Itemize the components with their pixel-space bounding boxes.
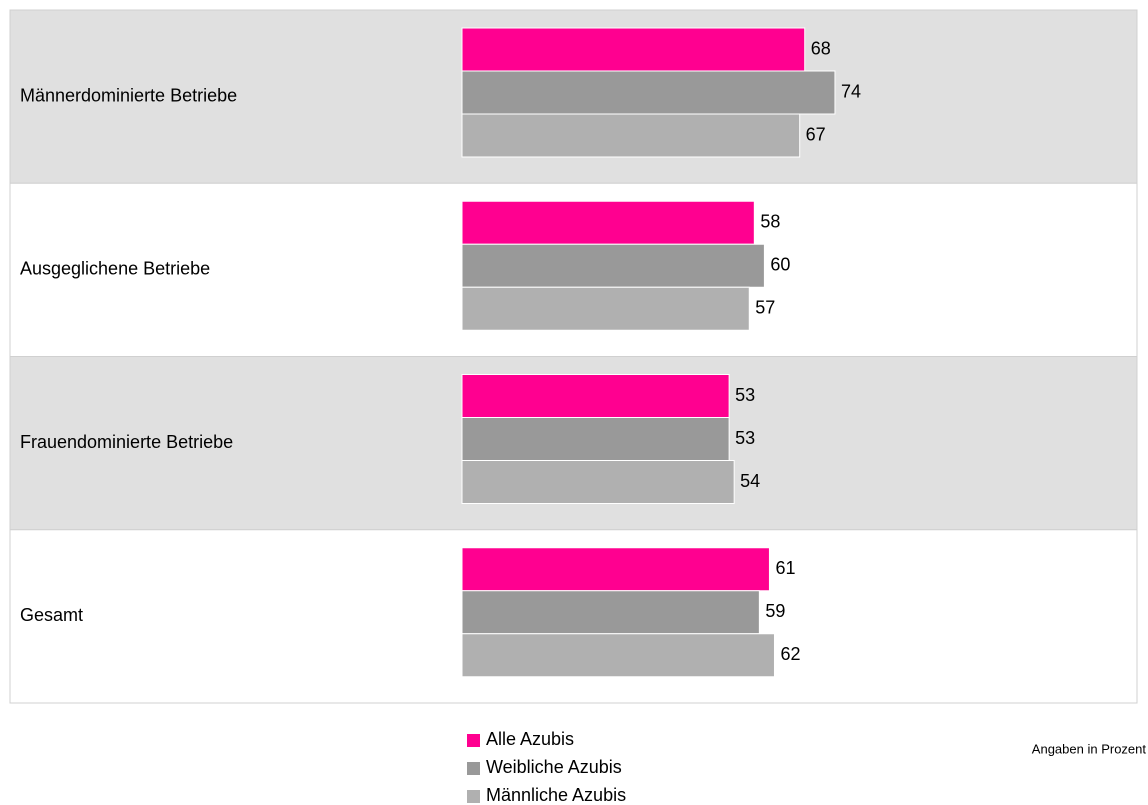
value-label: 67 (806, 124, 826, 144)
legend-label: Alle Azubis (486, 729, 574, 749)
legend-swatch (467, 734, 480, 747)
bar (461, 547, 770, 592)
value-label: 53 (735, 385, 755, 405)
bar (461, 27, 806, 72)
value-label: 61 (775, 558, 795, 578)
legend-label: Männliche Azubis (486, 785, 626, 805)
category-label: Ausgeglichene Betriebe (20, 259, 210, 279)
legend-swatch (467, 790, 480, 803)
value-label: 57 (755, 298, 775, 318)
bar (461, 243, 765, 288)
category-label: Frauendominierte Betriebe (20, 432, 233, 452)
value-label: 59 (765, 601, 785, 621)
value-label: 53 (735, 428, 755, 448)
bar (461, 590, 760, 635)
bar (461, 374, 730, 418)
note: Angaben in Prozent (1032, 741, 1147, 756)
category-label: Männerdominierte Betriebe (20, 85, 237, 105)
value-label: 62 (780, 644, 800, 664)
value-label: 60 (770, 255, 790, 275)
legend-swatch (467, 762, 480, 775)
bar (461, 633, 775, 678)
bar (461, 200, 755, 245)
bar (461, 113, 801, 158)
category-label: Gesamt (20, 605, 83, 625)
value-label: 74 (841, 81, 861, 101)
bar (461, 417, 730, 461)
legend-label: Weibliche Azubis (486, 757, 622, 777)
bar (461, 460, 735, 504)
value-label: 54 (740, 471, 760, 491)
bar (461, 286, 750, 331)
bar (461, 70, 836, 115)
value-label: 58 (760, 212, 780, 232)
value-label: 68 (811, 38, 831, 58)
